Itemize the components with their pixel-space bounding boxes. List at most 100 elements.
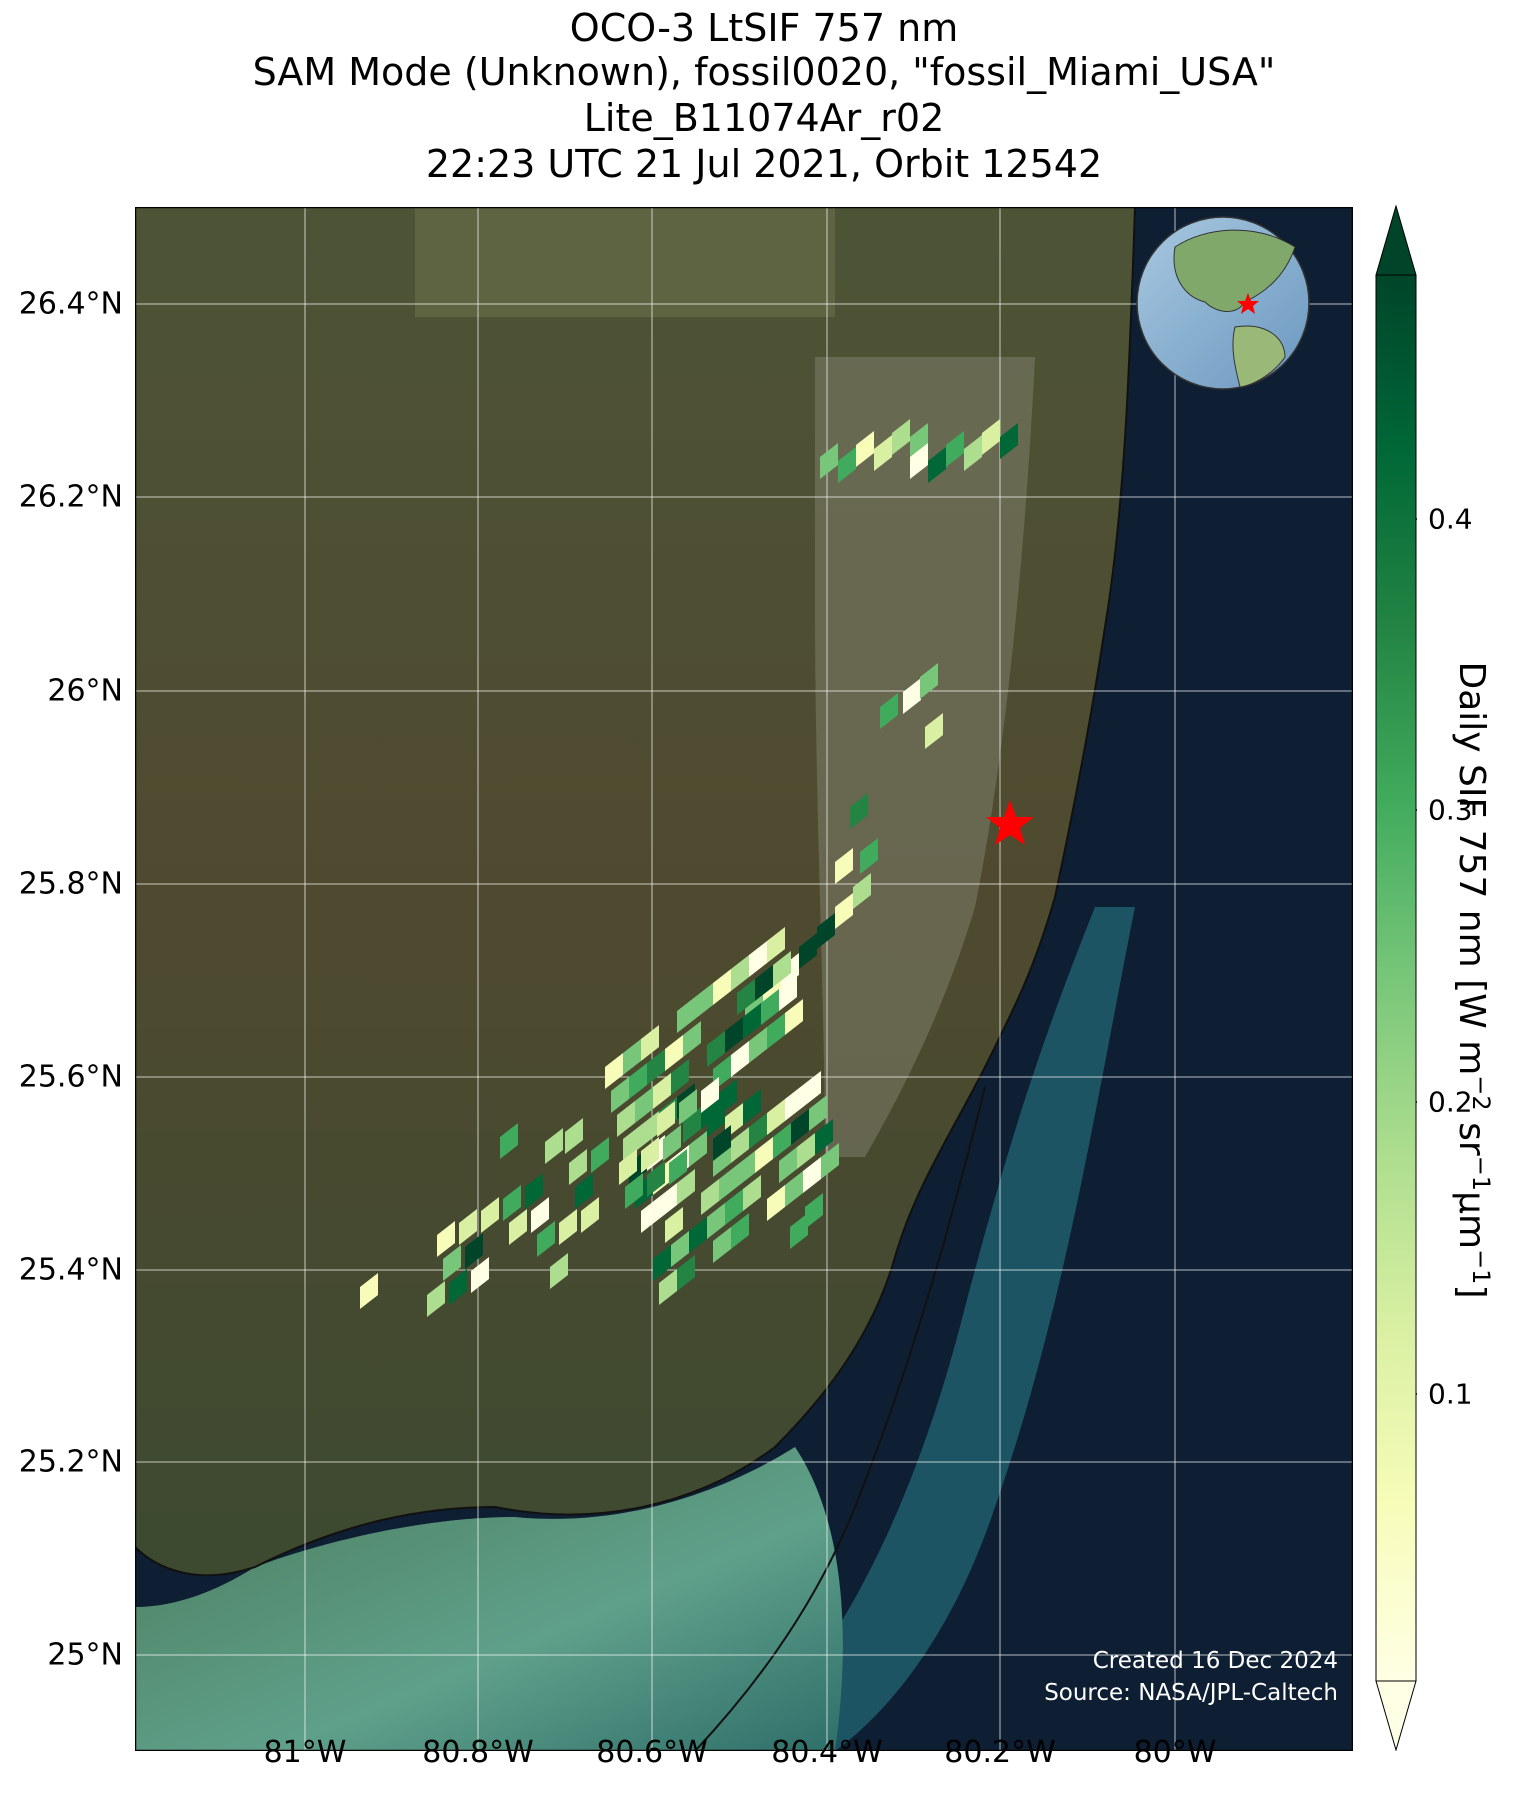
sif-footprint: [619, 1149, 637, 1185]
sif-footprint: [925, 713, 943, 749]
lon-label-80-6: 80.6°W: [596, 1735, 708, 1770]
sif-footprint: [755, 1137, 773, 1173]
sif-footprint: [503, 1185, 521, 1221]
map-panel[interactable]: [135, 207, 1353, 1751]
sif-footprint: [611, 1077, 629, 1113]
sif-footprint: [617, 1101, 635, 1137]
title-line-4: 22:23 UTC 21 Jul 2021, Orbit 12542: [425, 142, 1103, 186]
sif-footprint: [797, 1133, 815, 1169]
sif-footprint: [653, 1245, 671, 1281]
lat-label-25-4: 25.4°N: [18, 1252, 123, 1288]
sif-footprint: [817, 913, 835, 949]
colorbar-tick-0-4: 0.4: [1428, 502, 1473, 536]
sif-footprint: [695, 983, 713, 1019]
sif-footprint: [647, 1049, 665, 1085]
map-frame: [135, 207, 1353, 1751]
colorbar-min-extend: [1375, 1680, 1417, 1751]
sif-footprint: [641, 1197, 659, 1233]
sif-footprint: [785, 999, 803, 1035]
globe-inset: [1136, 216, 1310, 390]
sif-footprint: [459, 1209, 477, 1245]
sif-footprint: [785, 1171, 803, 1207]
sif-footprint: [565, 1118, 583, 1154]
colorbar-tick-0-2: 0.2: [1428, 1085, 1473, 1119]
sif-footprint: [671, 1231, 689, 1267]
coastline: [135, 207, 1136, 1577]
sif-footprint: [665, 1207, 683, 1243]
sif-footprint: [880, 693, 898, 729]
sif-footprint: [707, 1203, 725, 1239]
colorbar-tick-0-3: 0.3: [1428, 793, 1473, 827]
sif-footprint: [677, 997, 695, 1033]
sif-footprint: [659, 1269, 677, 1305]
sif-footprint: [946, 431, 964, 467]
sif-footprints: [360, 419, 1018, 1317]
sif-footprint: [785, 1085, 803, 1121]
sif-footprint: [725, 1017, 743, 1053]
lon-label-80-2: 80.2°W: [944, 1735, 1056, 1770]
sif-footprint: [575, 1173, 593, 1209]
sif-footprint: [653, 1073, 671, 1109]
sif-footprint: [853, 873, 871, 909]
sif-footprint: [591, 1137, 609, 1173]
lat-label-25: 25°N: [47, 1637, 123, 1673]
lon-label-80: 80°W: [1133, 1735, 1217, 1770]
sif-footprint: [641, 1025, 659, 1061]
sif-footprint: [471, 1257, 489, 1293]
sif-footprint: [635, 1087, 653, 1123]
sif-footprint: [669, 1149, 687, 1185]
sif-footprint: [701, 1077, 719, 1113]
florida-bay: [135, 1447, 843, 1751]
created-credit: Created 16 Dec 2024: [1092, 1648, 1338, 1674]
sif-footprint: [665, 1035, 683, 1071]
target-star-marker: [986, 800, 1034, 845]
sif-footprint: [803, 1157, 821, 1193]
keys-coastline: [694, 1086, 986, 1751]
sif-footprint: [779, 975, 797, 1011]
sif-footprint: [689, 1217, 707, 1253]
lat-label-26-4: 26.4°N: [18, 286, 123, 322]
sif-footprint: [677, 1169, 695, 1205]
sif-footprint: [525, 1173, 543, 1209]
farmland: [415, 207, 835, 317]
sif-footprint: [761, 989, 779, 1025]
lon-label-81: 81°W: [263, 1735, 347, 1770]
colorbar-tick-0-1: 0.1: [1428, 1377, 1473, 1411]
sif-footprint: [360, 1273, 378, 1309]
sif-footprint: [835, 893, 853, 929]
sif-footprint: [743, 1175, 761, 1211]
sif-footprint: [820, 443, 838, 479]
sif-footprint: [749, 1027, 767, 1063]
sif-footprint: [815, 1119, 833, 1155]
sif-footprint: [1000, 423, 1018, 459]
sif-footprint: [821, 1143, 839, 1179]
sif-footprint: [671, 1059, 689, 1095]
sif-footprint: [677, 1255, 695, 1291]
sif-footprint: [910, 443, 928, 479]
sif-footprint: [623, 1125, 641, 1161]
sif-footprint: [550, 1253, 568, 1289]
sif-footprint: [625, 1173, 643, 1209]
sif-footprint: [481, 1197, 499, 1233]
sif-footprint: [707, 1031, 725, 1067]
sif-footprint: [569, 1149, 587, 1185]
sif-footprint: [427, 1281, 445, 1317]
sif-footprint: [874, 435, 892, 471]
colorbar-label: Daily SIF 757 nm [W m−2 sr−1μm−1]: [1451, 661, 1495, 1299]
sif-footprint: [731, 1041, 749, 1077]
sif-footprint: [647, 1161, 665, 1197]
sif-footprint: [767, 1099, 785, 1135]
sif-footprint: [910, 423, 928, 459]
colorbar: [1375, 205, 1417, 1751]
sif-footprint: [779, 1147, 797, 1183]
title-line-2: SAM Mode (Unknown), fossil0020, "fossil_…: [252, 50, 1276, 94]
sif-footprint: [629, 1063, 647, 1099]
sif-footprint: [663, 1125, 681, 1161]
sif-footprint: [659, 1183, 677, 1219]
globe-location-star: [1237, 293, 1259, 314]
sif-footprint: [725, 1189, 743, 1225]
sif-footprint: [437, 1221, 455, 1257]
sif-footprint: [838, 447, 856, 483]
lat-label-26-2: 26.2°N: [18, 479, 123, 515]
sif-footprint: [809, 1095, 827, 1131]
